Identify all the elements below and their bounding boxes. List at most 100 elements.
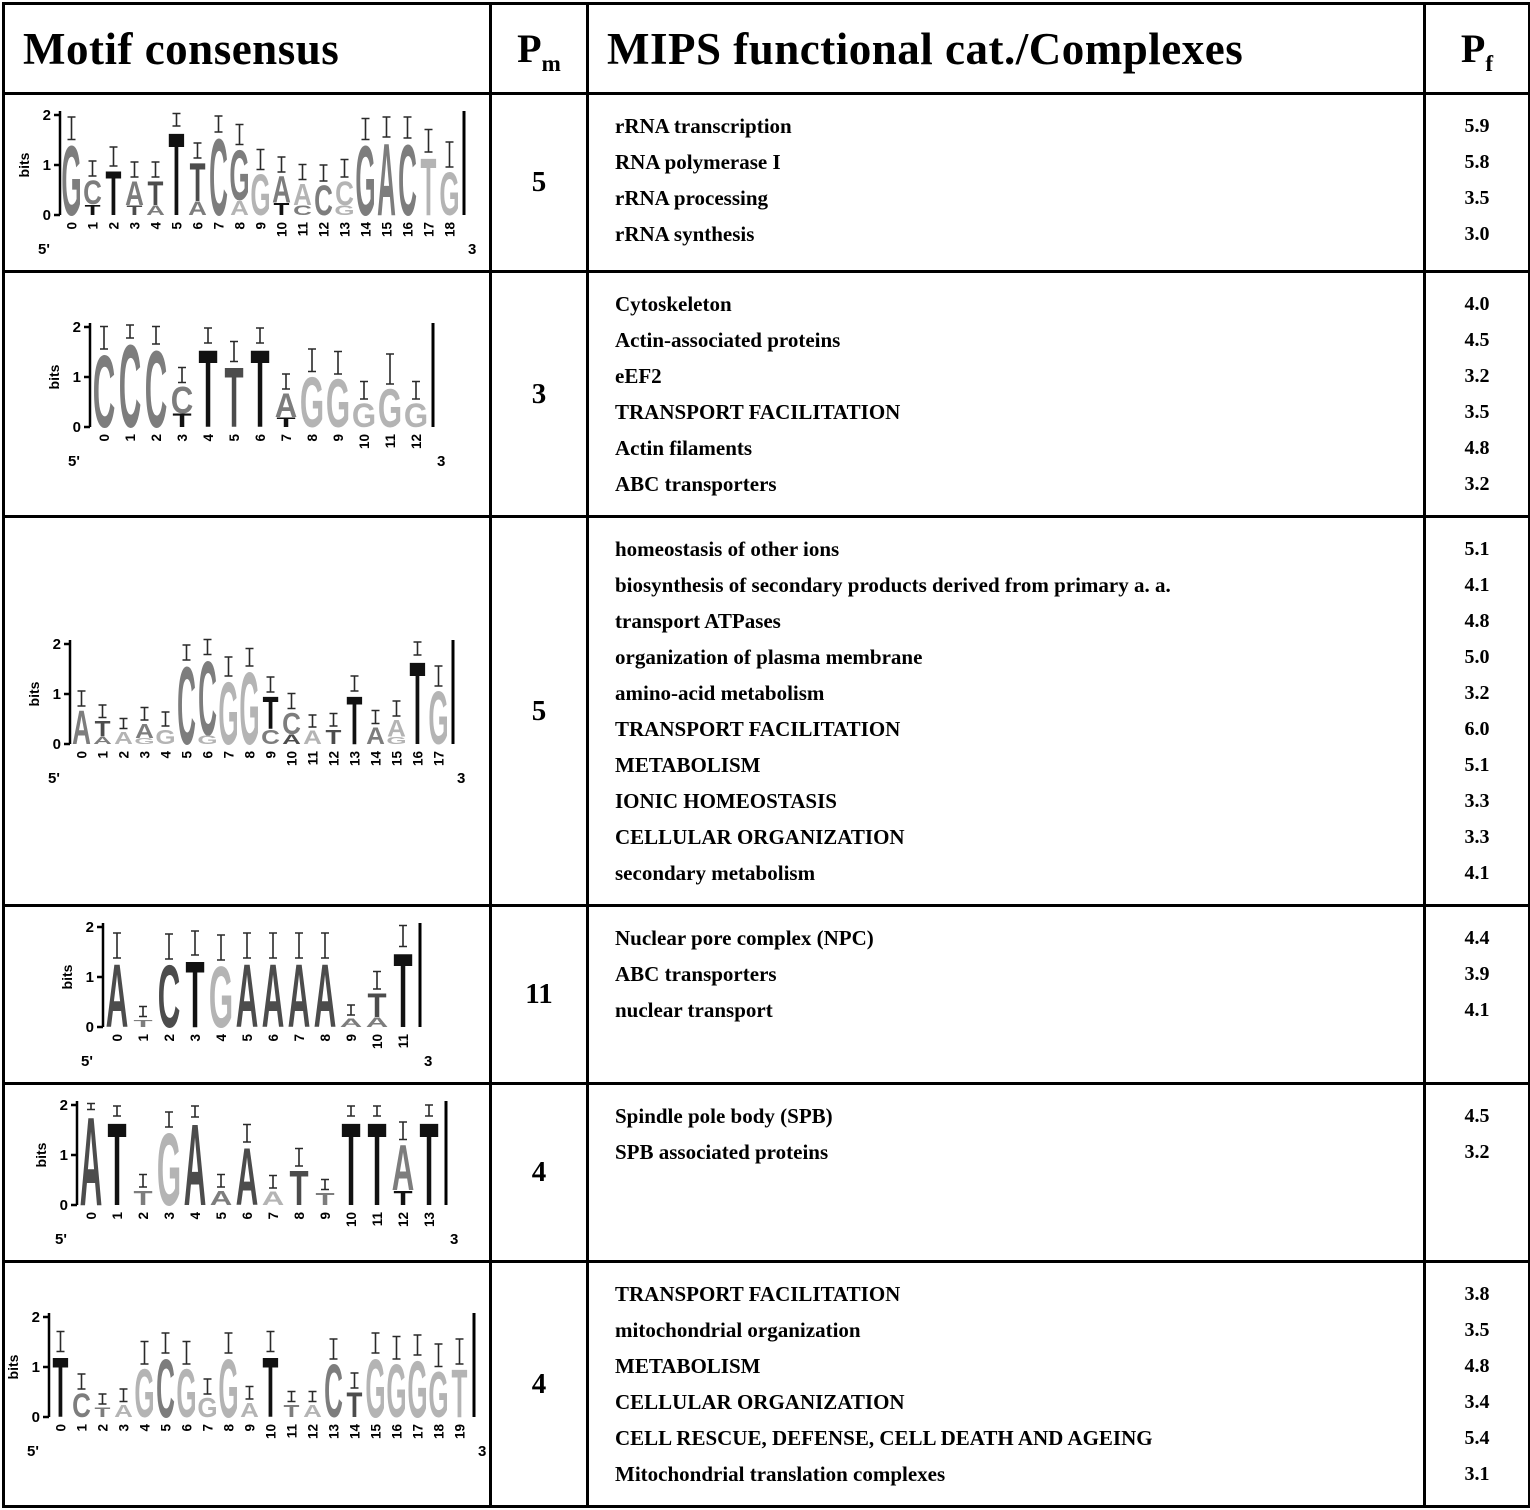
svg-text:11: 11 — [370, 1212, 385, 1227]
pf-value: 3.5 — [1464, 187, 1490, 209]
svg-text:2: 2 — [73, 319, 81, 336]
motif-logo-cell: 0 1 2 bits G 0 C T 1 T 2 A T 3 T A 4 T 5 T A 6 C 7 G A 8 G 9 A T 10 A C 11… — [2, 92, 492, 273]
pf-value: 4.8 — [1464, 437, 1490, 459]
svg-text:9: 9 — [344, 1034, 359, 1042]
svg-text:T: T — [189, 152, 205, 213]
svg-text:C: C — [158, 948, 181, 1047]
svg-text:G: G — [352, 395, 376, 434]
svg-text:G: G — [428, 1359, 448, 1431]
svg-text:C: C — [261, 725, 280, 748]
svg-text:A: A — [188, 197, 207, 219]
header-motif-label: Motif consensus — [23, 23, 340, 74]
pf-value: 5.1 — [1464, 754, 1490, 776]
svg-text:A: A — [125, 175, 144, 213]
svg-text:9: 9 — [331, 434, 346, 442]
svg-text:1: 1 — [60, 1147, 68, 1164]
svg-text:7: 7 — [266, 1212, 281, 1220]
svg-text:2: 2 — [32, 1309, 40, 1326]
svg-text:13: 13 — [348, 750, 363, 766]
svg-text:2: 2 — [42, 107, 50, 124]
svg-text:9: 9 — [318, 1212, 333, 1220]
svg-text:G: G — [355, 126, 375, 237]
svg-text:1: 1 — [75, 1423, 90, 1431]
svg-text:A: A — [275, 385, 298, 424]
svg-text:A: A — [114, 728, 133, 747]
pm-cell: 4 — [489, 1082, 589, 1263]
category-label: TRANSPORT FACILITATION — [615, 400, 901, 424]
svg-text:2: 2 — [162, 1034, 177, 1042]
svg-text:T: T — [276, 415, 295, 430]
svg-text:bits: bits — [48, 364, 62, 389]
pm-value: 5 — [531, 166, 547, 198]
svg-text:10: 10 — [264, 1424, 279, 1439]
svg-text:C: C — [335, 175, 354, 213]
pf-value: 5.0 — [1464, 646, 1490, 668]
header-pf-sub: f — [1485, 51, 1494, 77]
svg-text:T: T — [53, 1341, 69, 1436]
category-label: biosynthesis of secondary products deriv… — [615, 573, 1171, 597]
svg-text:4: 4 — [148, 222, 163, 230]
svg-text:0: 0 — [64, 222, 79, 230]
svg-text:0: 0 — [32, 1409, 40, 1426]
svg-text:15: 15 — [379, 222, 394, 238]
svg-text:4: 4 — [201, 433, 216, 441]
svg-text:G: G — [197, 1392, 217, 1423]
svg-text:7: 7 — [292, 1034, 307, 1042]
svg-text:5: 5 — [159, 1423, 174, 1431]
sequence-logo: 0 1 2 bits C 0 C 1 C 2 C T 3 T 4 T 5 T 6 A T 7 G 8 G 9 G 10 G 11 G 12 5'… — [48, 315, 446, 469]
category-label: rRNA transcription — [615, 114, 792, 138]
svg-text:3': 3' — [468, 241, 477, 257]
svg-text:A: A — [366, 1015, 389, 1030]
svg-text:16: 16 — [400, 222, 415, 238]
svg-text:A: A — [210, 1186, 233, 1209]
svg-text:G: G — [404, 395, 428, 434]
svg-text:6: 6 — [180, 1423, 195, 1431]
mips-categories-cell: Nuclear pore complex (NPC) ABC transporte… — [586, 904, 1426, 1085]
svg-text:15: 15 — [369, 1423, 384, 1439]
header-pf: Pf — [1423, 2, 1530, 95]
svg-text:bits: bits — [61, 964, 75, 989]
pf-values-cell: 4.5 3.2 — [1423, 1082, 1530, 1263]
svg-text:14: 14 — [358, 222, 373, 238]
svg-text:1: 1 — [123, 433, 138, 441]
svg-text:5': 5' — [48, 770, 60, 786]
svg-text:17: 17 — [421, 222, 436, 237]
category-label: amino-acid metabolism — [615, 681, 825, 705]
mips-categories-cell: Spindle pole body (SPB) SPB associated pr… — [586, 1082, 1426, 1263]
svg-text:G: G — [157, 1113, 181, 1228]
pf-value: 3.2 — [1464, 682, 1490, 704]
svg-text:A: A — [340, 1017, 363, 1031]
svg-text:1: 1 — [42, 157, 50, 174]
svg-text:T: T — [284, 1401, 301, 1420]
svg-text:14: 14 — [369, 750, 384, 766]
svg-text:7: 7 — [211, 222, 226, 230]
svg-text:G: G — [218, 1342, 238, 1435]
svg-text:A: A — [272, 169, 291, 211]
svg-text:G: G — [239, 650, 259, 765]
svg-text:C: C — [156, 1342, 175, 1435]
category-label: nuclear transport — [615, 998, 773, 1022]
svg-text:G: G — [61, 126, 81, 237]
svg-text:C: C — [282, 706, 301, 741]
svg-text:17: 17 — [432, 751, 447, 766]
svg-text:15: 15 — [390, 750, 405, 766]
svg-text:19: 19 — [453, 1424, 468, 1439]
header-pm-sub: m — [541, 51, 561, 77]
svg-text:11: 11 — [295, 222, 310, 237]
category-label: RNA polymerase I — [615, 150, 781, 174]
svg-text:A: A — [282, 732, 301, 747]
pm-value: 5 — [531, 694, 547, 727]
svg-text:11: 11 — [383, 433, 398, 448]
svg-text:2: 2 — [60, 1097, 68, 1114]
svg-text:2: 2 — [149, 434, 164, 442]
svg-text:T: T — [347, 1385, 363, 1425]
svg-text:T: T — [133, 1186, 152, 1209]
svg-text:0: 0 — [75, 751, 90, 759]
svg-text:13: 13 — [422, 1212, 437, 1228]
svg-text:4: 4 — [138, 1423, 153, 1431]
